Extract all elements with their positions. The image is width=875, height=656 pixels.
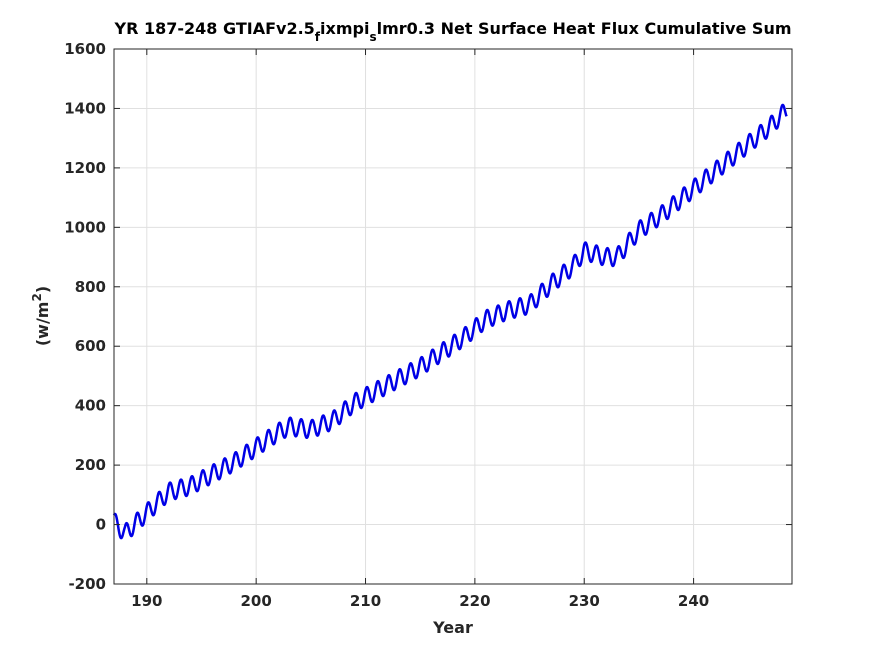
title-part: YR 187-248 GTIAFv2.5 [114, 19, 315, 38]
series-line [112, 103, 788, 540]
y-tick-label: 1400 [64, 99, 106, 117]
y-label-close: ) [33, 286, 52, 293]
x-tick-label: 220 [459, 592, 490, 610]
y-tick-label: 200 [75, 456, 106, 474]
y-tick-label: -200 [68, 575, 106, 593]
chart-title: YR 187-248 GTIAFv2.5fixmpislmr0.3 Net Su… [114, 19, 792, 44]
x-tick-label: 240 [678, 592, 709, 610]
y-tick-label: 1600 [64, 40, 106, 58]
x-tick-label: 200 [241, 592, 272, 610]
title-part: lmr0.3 Net Surface Heat Flux Cumulative … [377, 19, 792, 38]
y-tick-label: 0 [96, 516, 106, 534]
title-part: ixmpi [320, 19, 369, 38]
plot-box [113, 48, 793, 585]
title-subscript: s [369, 30, 376, 44]
title-subscript: f [315, 30, 321, 44]
y-tick-label: 1200 [64, 159, 106, 177]
x-tick-label: 210 [350, 592, 381, 610]
ticks: 190 200 210 220 230 240 -200 0 200 400 600 800 1000 1… [64, 40, 792, 610]
series [112, 103, 788, 540]
y-axis-label: (w/m2) [30, 286, 52, 346]
x-tick-label: 190 [131, 592, 162, 610]
x-axis-label: Year [432, 618, 473, 637]
y-tick-label: 1000 [64, 218, 106, 236]
y-label-sup: 2 [30, 293, 44, 301]
y-tick-label: 400 [75, 397, 106, 415]
y-tick-label: 600 [75, 337, 106, 355]
plot-area [114, 49, 792, 584]
x-tick-label: 230 [569, 592, 600, 610]
y-tick-label: 800 [75, 278, 106, 296]
y-label-base: (w/m [33, 302, 52, 347]
